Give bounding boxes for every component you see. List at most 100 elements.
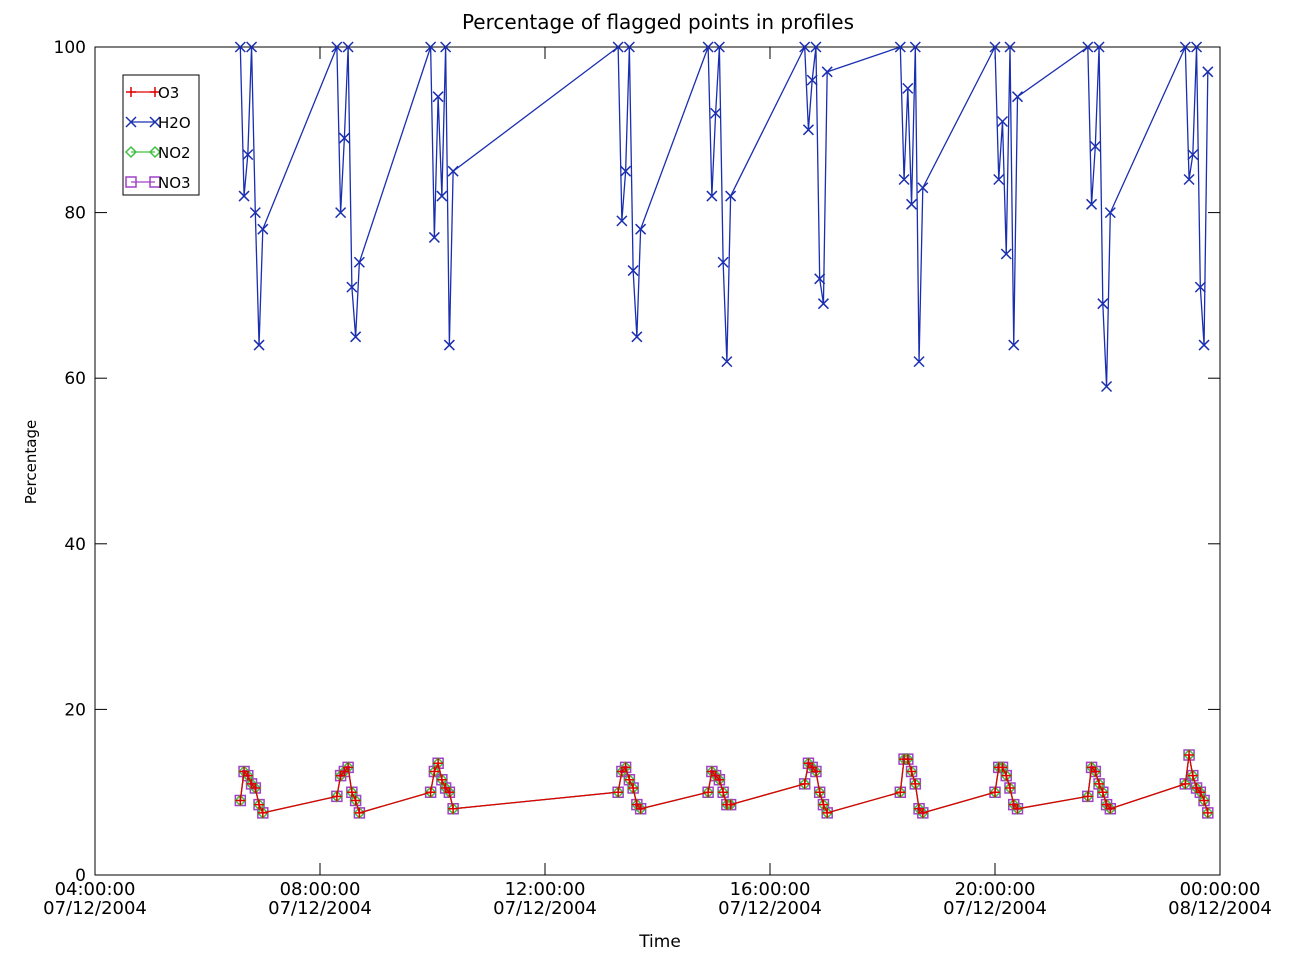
marker: [429, 766, 440, 777]
marker: [909, 778, 922, 790]
legend-item: O3: [126, 84, 179, 102]
marker: [627, 782, 639, 794]
marker: [710, 107, 722, 119]
marker: [989, 41, 1001, 53]
marker: [1202, 66, 1214, 78]
marker: [702, 41, 714, 53]
marker: [1000, 248, 1012, 260]
series-line: [239, 44, 1209, 387]
marker: [717, 256, 729, 268]
marker: [1082, 41, 1094, 53]
marker: [635, 803, 646, 814]
marker: [1101, 380, 1113, 393]
marker: [1082, 790, 1094, 803]
marker: [440, 41, 452, 53]
marker: [624, 774, 635, 785]
marker: [334, 769, 347, 782]
marker: [634, 803, 647, 815]
marker: [425, 787, 436, 798]
marker: [1187, 770, 1198, 781]
marker: [1202, 807, 1213, 818]
marker: [898, 173, 910, 186]
marker: [814, 787, 825, 798]
y-tick-label: 100: [54, 38, 86, 58]
marker: [799, 778, 810, 789]
marker: [612, 41, 624, 53]
marker: [996, 115, 1009, 128]
marker: [1094, 778, 1105, 789]
marker: [234, 794, 247, 807]
marker: [913, 356, 925, 368]
marker: [1004, 41, 1016, 53]
marker: [1012, 803, 1023, 814]
marker: [725, 190, 737, 202]
marker: [620, 165, 632, 177]
marker: [150, 87, 160, 97]
chart-title: Percentage of flagged points in profiles: [462, 10, 854, 34]
marker: [432, 757, 444, 769]
marker: [631, 798, 643, 811]
marker: [613, 787, 624, 798]
marker: [1183, 749, 1195, 761]
marker: [917, 182, 929, 194]
marker: [1005, 783, 1015, 794]
marker: [242, 149, 254, 161]
marker: [714, 774, 725, 785]
y-tick-label: 0: [75, 866, 86, 886]
marker: [703, 787, 714, 798]
marker: [443, 339, 455, 351]
marker: [1000, 769, 1012, 782]
marker: [1011, 803, 1024, 815]
marker: [1104, 803, 1117, 815]
marker: [331, 791, 342, 802]
marker: [149, 176, 161, 188]
marker: [620, 762, 631, 773]
x-tick-label: 00:00:00 08/12/2004: [1168, 879, 1272, 919]
marker: [238, 190, 250, 202]
marker: [433, 758, 444, 769]
x-tick-label: 16:00:00 07/12/2004: [718, 879, 822, 919]
marker: [245, 778, 258, 790]
marker: [349, 794, 362, 807]
marker: [353, 256, 365, 268]
marker: [1008, 798, 1020, 811]
marker: [238, 765, 250, 778]
marker: [1082, 791, 1093, 802]
legend-label: NO3: [158, 174, 191, 192]
y-tick-label: 20: [64, 700, 86, 720]
marker: [802, 124, 814, 136]
marker: [997, 762, 1008, 773]
marker: [1202, 807, 1214, 819]
marker: [250, 783, 261, 794]
legend-label: O3: [158, 84, 179, 102]
marker: [257, 807, 268, 818]
marker: [331, 41, 343, 53]
marker: [822, 807, 833, 818]
x-tick-label: 20:00:00 07/12/2004: [943, 879, 1047, 919]
marker: [906, 198, 918, 210]
marker: [1097, 787, 1108, 798]
marker: [631, 331, 643, 343]
marker: [810, 41, 822, 53]
marker: [814, 273, 826, 285]
marker: [902, 754, 913, 765]
marker: [1085, 761, 1098, 774]
marker: [1100, 798, 1113, 811]
marker: [124, 145, 138, 159]
marker: [717, 786, 729, 798]
marker: [254, 799, 265, 810]
marker: [905, 765, 918, 778]
marker: [1180, 778, 1191, 789]
marker: [623, 41, 635, 53]
marker: [612, 786, 624, 798]
marker: [1198, 339, 1210, 351]
marker: [234, 41, 246, 53]
marker: [616, 215, 628, 227]
marker: [353, 807, 366, 819]
marker: [1195, 787, 1206, 798]
marker: [432, 91, 444, 103]
legend-label: H2O: [158, 114, 191, 132]
marker: [1190, 782, 1203, 794]
marker: [1090, 766, 1101, 777]
